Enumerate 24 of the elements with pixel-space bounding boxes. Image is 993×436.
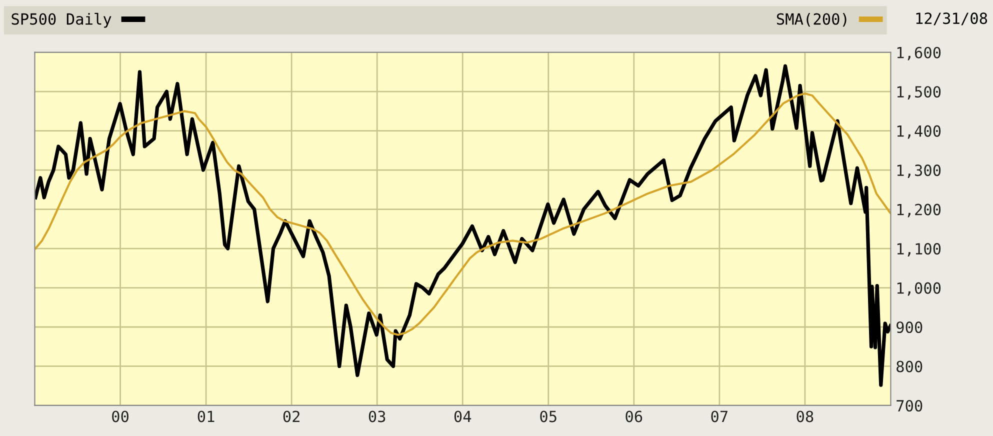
- legend-label: SP500 Daily: [12, 12, 112, 28]
- y-tick-label: 1,100: [897, 243, 941, 257]
- y-tick-label: 1,500: [897, 86, 941, 100]
- y-tick-label: 1,200: [897, 204, 941, 218]
- x-tick-label: 05: [540, 410, 556, 422]
- y-tick-label: 1,000: [897, 282, 941, 296]
- y-tick-label: 1,300: [897, 164, 941, 178]
- y-tick-label: 700: [896, 400, 922, 412]
- text: 12/31/08: [916, 12, 988, 26]
- x-tick-label: 03: [368, 410, 386, 422]
- legend-label: SMA(200): [776, 12, 846, 27]
- x-tick-label: 07: [711, 410, 728, 422]
- x-tick-label: 08: [796, 410, 814, 422]
- y-tick-label: 1,600: [897, 46, 941, 60]
- x-tick-label: 00: [112, 410, 128, 422]
- line-series: [34, 92, 891, 336]
- x-tick-label: 04: [454, 410, 472, 422]
- y-tick-label: 800: [896, 360, 922, 372]
- y-tick-label: 1,400: [897, 125, 941, 139]
- line-series: [34, 64, 891, 387]
- y-tick-label: 900: [896, 322, 922, 334]
- x-tick-label: 02: [283, 410, 300, 422]
- x-tick-label: 06: [626, 410, 642, 422]
- x-tick-label: 01: [198, 410, 214, 422]
